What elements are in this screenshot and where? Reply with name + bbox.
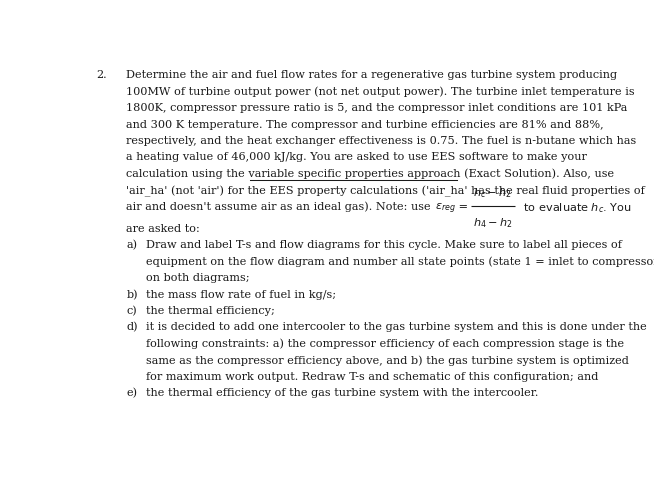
Text: c): c) <box>126 306 137 316</box>
Text: to evaluate $h_c$. You: to evaluate $h_c$. You <box>519 202 631 216</box>
Text: 100MW of turbine output power (not net output power). The turbine inlet temperat: 100MW of turbine output power (not net o… <box>126 87 635 97</box>
Text: a heating value of 46,000 kJ/kg. You are asked to use EES software to make your: a heating value of 46,000 kJ/kg. You are… <box>126 152 587 162</box>
Text: the thermal efficiency;: the thermal efficiency; <box>146 306 275 316</box>
Text: =: = <box>455 202 468 212</box>
Text: Determine the air and fuel flow rates for a regenerative gas turbine system prod: Determine the air and fuel flow rates fo… <box>126 70 617 80</box>
Text: it is decided to add one intercooler to the gas turbine system and this is done : it is decided to add one intercooler to … <box>146 322 646 332</box>
Text: 'air_ha' (not 'air') for the EES property calculations ('air_ha' has the real fl: 'air_ha' (not 'air') for the EES propert… <box>126 185 645 196</box>
Text: Draw and label T-s and flow diagrams for this cycle. Make sure to label all piec: Draw and label T-s and flow diagrams for… <box>146 240 621 250</box>
Text: and 300 K temperature. The compressor and turbine efficiencies are 81% and 88%,: and 300 K temperature. The compressor an… <box>126 120 604 130</box>
Text: 1800K, compressor pressure ratio is 5, and the compressor inlet conditions are 1: 1800K, compressor pressure ratio is 5, a… <box>126 103 628 113</box>
Text: 2.: 2. <box>96 70 107 80</box>
Text: the thermal efficiency of the gas turbine system with the intercooler.: the thermal efficiency of the gas turbin… <box>146 388 538 398</box>
Text: are asked to:: are asked to: <box>126 224 200 234</box>
Text: following constraints: a) the compressor efficiency of each compression stage is: following constraints: a) the compressor… <box>146 339 624 349</box>
Text: on both diagrams;: on both diagrams; <box>146 273 249 283</box>
Text: for maximum work output. Redraw T-s and schematic of this configuration; and: for maximum work output. Redraw T-s and … <box>146 372 598 382</box>
Text: $\varepsilon_{reg}$: $\varepsilon_{reg}$ <box>435 202 455 216</box>
Text: air and doesn't assume air as an ideal gas). Note: use: air and doesn't assume air as an ideal g… <box>126 202 435 212</box>
Text: the mass flow rate of fuel in kg/s;: the mass flow rate of fuel in kg/s; <box>146 289 336 299</box>
Text: a): a) <box>126 240 137 251</box>
Text: respectively, and the heat exchanger effectiveness is 0.75. The fuel is n-butane: respectively, and the heat exchanger eff… <box>126 136 636 146</box>
Text: $h_4-h_2$: $h_4-h_2$ <box>473 217 513 230</box>
Text: e): e) <box>126 388 137 399</box>
Text: b): b) <box>126 289 138 300</box>
Text: d): d) <box>126 322 138 332</box>
Text: equipment on the flow diagram and number all state points (state 1 = inlet to co: equipment on the flow diagram and number… <box>146 257 654 267</box>
Text: same as the compressor efficiency above, and b) the gas turbine system is optimi: same as the compressor efficiency above,… <box>146 355 628 365</box>
Text: $h_c-h_2$: $h_c-h_2$ <box>473 186 512 200</box>
Text: calculation using the variable specific properties approach (Exact Solution). Al: calculation using the variable specific … <box>126 169 615 180</box>
